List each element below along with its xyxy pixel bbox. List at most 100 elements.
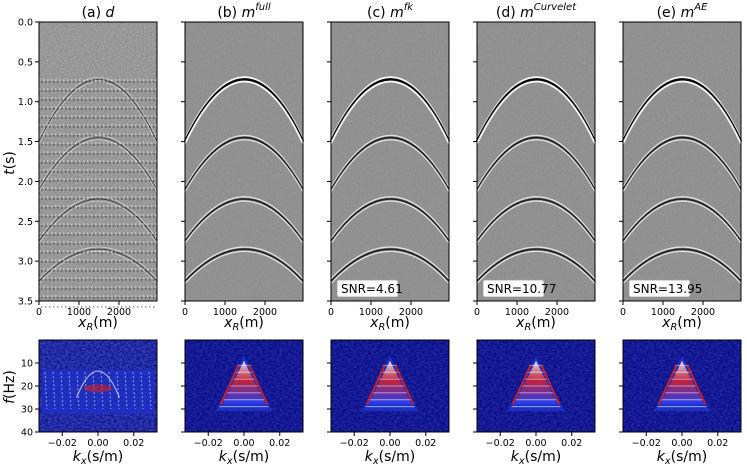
energy-edge [394,364,415,405]
gather-frame [476,21,596,302]
xtick-label: 1000 [651,307,675,318]
panel-title: (a) d [82,5,115,21]
energy-edge [365,364,386,405]
reflection-event [622,136,742,191]
xtick-label: 1000 [67,307,91,318]
reflection-event [622,198,742,242]
reflection-event [184,80,304,144]
panels: (a) d0.00.51.01.52.02.53.03.50 1000 2000xR… [18,2,743,467]
reflection-event [184,139,304,193]
reflection-event [475,78,597,142]
ytick-label: 3.0 [18,257,33,268]
xtick-label: 0.02 [123,438,144,449]
reflection-event [476,246,596,280]
ytick-label: 20 [21,382,33,393]
reflection-event [622,139,742,193]
reflection-event [622,246,742,280]
ytick-label: 30 [21,405,33,416]
ytick-label: 1.0 [18,97,33,108]
reflection-event [622,196,742,240]
bottom-ylabel: f(Hz) [2,370,18,404]
panel-title: (c) mfk [367,2,414,21]
xtick-label: 0 [620,307,626,318]
xtick-label: −0.02 [632,438,661,449]
xtick-label: 0.00 [379,438,400,449]
reflection-event [184,136,304,191]
energy-cone [75,370,121,398]
reflection-event [184,246,304,280]
xtick-label: 0.02 [561,438,582,449]
reflection-event [183,78,305,142]
reflection-event [330,198,450,242]
reflection-event [329,78,451,142]
xtick-label: −0.02 [48,438,77,449]
snr-label: SNR=4.61 [341,282,403,296]
energy-edge [686,364,707,405]
reflection-event [622,248,742,282]
energy-edge [248,364,269,405]
reflection-event [476,136,596,191]
reflection-event [330,200,450,244]
top-xlabel: xR(m) [515,315,556,333]
bottom-xlabel: kx(s/m) [511,449,562,467]
ytick-label: 10 [21,359,33,370]
reflection-event [476,134,596,188]
reflection-event [38,137,158,190]
reflection-event [38,77,158,140]
xtick-label: 0.02 [415,438,436,449]
gather-frame [622,21,742,302]
xtick-label: −0.02 [486,438,515,449]
snr-box [482,279,545,298]
reflection-event [38,139,158,192]
xtick-label: −0.02 [340,438,369,449]
reflection-event [330,248,450,282]
reflection-event [38,251,158,284]
energy-edge [219,364,240,405]
xtick-label: 1000 [359,307,383,318]
energy-edge [657,364,678,405]
reflection-event [476,139,596,193]
xtick-label: 2000 [545,307,569,318]
top-xlabel: xR(m) [369,315,410,333]
gather-frame [330,21,450,302]
ytick-label: 0.0 [18,18,33,29]
reflection-event [476,250,596,284]
top-xlabel: xR(m) [223,315,264,333]
xtick-label: 0 [182,307,188,318]
reflection-event [476,200,596,244]
bottom-xlabel: kx(s/m) [365,449,416,467]
bottom-xlabel: kx(s/m) [219,449,270,467]
xtick-label: 0 [474,307,480,318]
energy-core [368,360,412,405]
reflection-event [330,134,450,188]
reflection-event [330,246,450,280]
ytick-label: 40 [21,428,33,439]
bottom-xlabel: kx(s/m) [657,449,708,467]
panel-a: (a) d 0.0 0.5 1.0 1.5 2.0 2.5 3.0 3.50 1000 2000xR… [18,5,158,467]
reflection-event [622,134,742,188]
reflection-event [330,136,450,191]
top-xlabel: xR(m) [661,315,702,333]
xtick-label: 1000 [213,307,237,318]
ytick-label: 1.5 [18,137,33,148]
ytick-label: 2.5 [18,217,33,228]
xtick-label: 2000 [253,307,277,318]
xtick-label: 2000 [107,307,131,318]
reflection-event [184,250,304,284]
xtick-label: −0.02 [194,438,223,449]
xtick-label: 0 [328,307,334,318]
reflection-event [184,198,304,242]
reflection-event [38,248,158,282]
energy-core [514,360,558,405]
top-ylabel: t(s) [2,151,18,175]
reflection-event [476,198,596,242]
reflection-event [38,246,158,280]
energy-edge [511,364,532,405]
panel-title: (b) mfull [217,2,271,21]
reflection-event [622,200,742,244]
panel-title: (d) mCurvelet [496,2,577,21]
reflection-event [330,250,450,284]
